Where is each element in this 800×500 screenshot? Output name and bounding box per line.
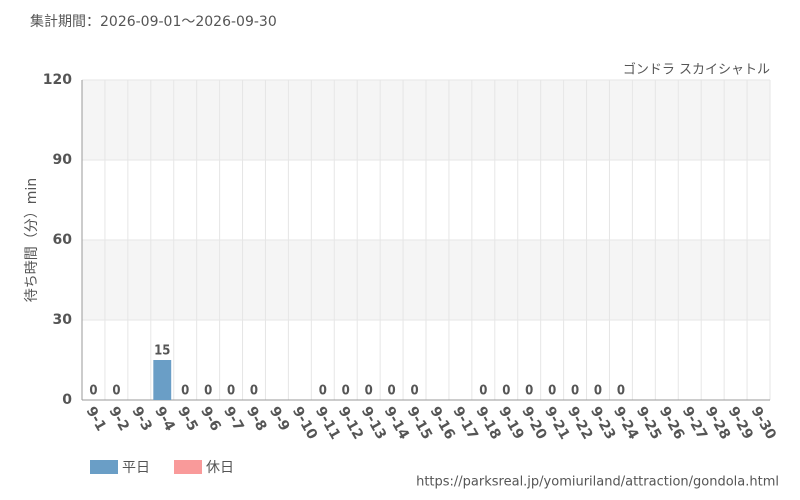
y-tick-label: 120	[43, 72, 72, 88]
bar-value-label: 0	[112, 384, 120, 399]
bar-value-label: 0	[181, 384, 189, 399]
x-tick-label: 9-9	[266, 404, 293, 434]
y-axis-label: 待ち時間（分）min	[24, 178, 40, 302]
bar-value-label: 0	[204, 384, 212, 399]
x-tick-label: 9-8	[243, 404, 270, 434]
bar-value-label: 0	[410, 384, 418, 399]
x-tick-label: 9-30	[748, 404, 780, 443]
bar-value-label: 0	[89, 384, 97, 399]
source-url: https://parksreal.jp/yomiuriland/attract…	[416, 475, 779, 490]
bar-value-label: 0	[479, 384, 487, 399]
x-tick-label: 9-6	[197, 404, 224, 434]
legend-label: 休日	[206, 460, 234, 476]
bar-value-label: 0	[502, 384, 510, 399]
y-tick-label: 30	[53, 312, 73, 328]
bar-value-label: 0	[617, 384, 625, 399]
y-tick-label: 0	[62, 392, 72, 408]
x-tick-label: 9-1	[83, 404, 110, 434]
legend-swatch	[90, 460, 118, 474]
y-tick-label: 60	[53, 232, 73, 248]
bar-value-label: 15	[154, 344, 170, 359]
x-tick-label: 9-4	[151, 404, 178, 434]
bar-value-label: 0	[250, 384, 258, 399]
bar-value-label: 0	[365, 384, 373, 399]
bar	[153, 360, 172, 400]
bar-value-label: 0	[227, 384, 235, 399]
bar-value-label: 0	[548, 384, 556, 399]
bar-value-label: 0	[319, 384, 327, 399]
chart-subtitle: 集計期間：2026-09-01～2026-09-30	[30, 13, 277, 30]
bar-value-label: 0	[388, 384, 396, 399]
x-tick-label: 9-5	[174, 404, 201, 434]
legend-label: 平日	[122, 460, 150, 476]
bar-value-label: 0	[342, 384, 350, 399]
x-tick-label: 9-2	[105, 404, 132, 434]
bar-value-label: 0	[594, 384, 602, 399]
x-tick-label: 9-3	[128, 404, 155, 434]
bar-value-label: 0	[525, 384, 533, 399]
chart-title: ゴンドラ スカイシャトル	[623, 62, 770, 78]
y-tick-label: 90	[53, 152, 73, 168]
bar-value-label: 0	[571, 384, 579, 399]
x-tick-label: 9-7	[220, 404, 247, 434]
legend-swatch	[174, 460, 202, 474]
